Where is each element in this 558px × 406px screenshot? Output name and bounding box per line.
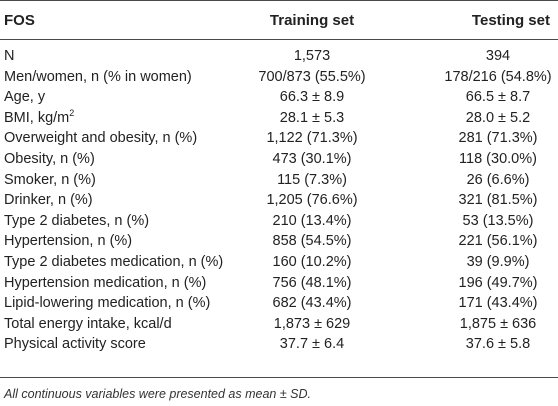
testing-value: 321 (81.5%) [458,192,538,209]
testing-value: 53 (13.5%) [462,212,534,229]
training-value: 160 (10.2%) [272,253,352,270]
row-label: Smoker, n (%) [4,171,96,188]
row-label: Hypertension medication, n (%) [4,274,207,291]
table-bottom-rule [0,377,558,378]
row-label: Physical activity score [4,336,146,353]
table-row: Drinker, n (%) 1,205 (76.6%) 321 (81.5%) [0,190,558,211]
table-row: Hypertension, n (%) 858 (54.5%) 221 (56.… [0,231,558,252]
training-value: 66.3 ± 8.9 [279,89,345,106]
row-label: Total energy intake, kcal/d [4,315,172,332]
header-fos: FOS [0,0,228,40]
testing-value: 171 (43.4%) [458,295,538,312]
testing-value: 37.6 ± 5.8 [465,336,531,353]
testing-value: 221 (56.1%) [458,233,538,250]
table-row: Type 2 diabetes medication, n (%) 160 (1… [0,252,558,273]
testing-value: 66.5 ± 8.7 [465,89,531,106]
row-label: Type 2 diabetes, n (%) [4,212,150,229]
row-label: Obesity, n (%) [4,150,95,167]
testing-value: 178/216 (54.8%) [444,68,552,85]
header-testing-set: Testing set [396,0,558,40]
table-row: Type 2 diabetes, n (%) 210 (13.4%) 53 (1… [0,211,558,232]
testing-value: 26 (6.6%) [466,171,530,188]
row-label: Type 2 diabetes medication, n (%) [4,253,224,270]
training-value: 1,122 (71.3%) [266,130,358,147]
training-value: 210 (13.4%) [272,212,352,229]
training-value: 858 (54.5%) [272,233,352,250]
training-value: 1,573 [293,48,331,64]
testing-value: 394 [485,48,511,64]
table-row: Men/women, n (% in women) 700/873 (55.5%… [0,67,558,88]
table-row: Obesity, n (%) 473 (30.1%) 118 (30.0%) [0,149,558,170]
table-header: FOS Training set Testing set [0,0,558,40]
table-row: Smoker, n (%) 115 (7.3%) 26 (6.6%) [0,170,558,191]
table-body: N 1,573 394 Men/women, n (% in women) 70… [0,40,558,358]
testing-value: 28.0 ± 5.2 [465,109,531,126]
row-label: BMI, kg/m [4,109,70,126]
row-label: Overweight and obesity, n (%) [4,130,198,147]
training-value: 28.1 ± 5.3 [279,109,345,126]
table-footnote: All continuous variables were presented … [4,387,312,401]
table-row: Total energy intake, kcal/d 1,873 ± 629 … [0,314,558,335]
testing-value: 39 (9.9%) [466,253,530,270]
header-row: FOS Training set Testing set [0,0,558,40]
training-value: 115 (7.3%) [277,171,347,188]
training-value: 473 (30.1%) [272,150,352,167]
row-label: N [4,48,15,64]
table-row: Physical activity score 37.7 ± 6.4 37.6 … [0,334,558,358]
table-row: BMI, kg/m2 28.1 ± 5.3 28.0 ± 5.2 [0,108,558,129]
testing-value: 196 (49.7%) [458,274,538,291]
row-label: Men/women, n (% in women) [4,68,192,85]
row-label: Age, y [4,89,46,106]
testing-value: 281 (71.3%) [458,130,538,147]
row-label: Hypertension, n (%) [4,233,133,250]
training-value: 756 (48.1%) [272,274,352,291]
table-row: Lipid-lowering medication, n (%) 682 (43… [0,293,558,314]
training-value: 1,873 ± 629 [273,315,351,332]
table-row: Age, y 66.3 ± 8.9 66.5 ± 8.7 [0,87,558,108]
table-row: Hypertension medication, n (%) 756 (48.1… [0,273,558,294]
characteristics-table: FOS Training set Testing set N 1,573 394… [0,0,558,358]
header-training-set: Training set [228,0,396,40]
training-value: 682 (43.4%) [272,295,352,312]
row-label: Lipid-lowering medication, n (%) [4,295,211,312]
row-label: Drinker, n (%) [4,192,93,209]
testing-value: 118 (30.0%) [459,150,537,167]
training-value: 1,205 (76.6%) [266,192,358,209]
training-value: 37.7 ± 6.4 [279,336,345,353]
row-label-cell: BMI, kg/m2 [0,108,228,129]
row-label-superscript: 2 [69,107,75,118]
table-row: N 1,573 394 [0,40,558,67]
testing-value: 1,875 ± 636 [459,315,537,332]
table-row: Overweight and obesity, n (%) 1,122 (71.… [0,128,558,149]
training-value: 700/873 (55.5%) [258,68,366,85]
